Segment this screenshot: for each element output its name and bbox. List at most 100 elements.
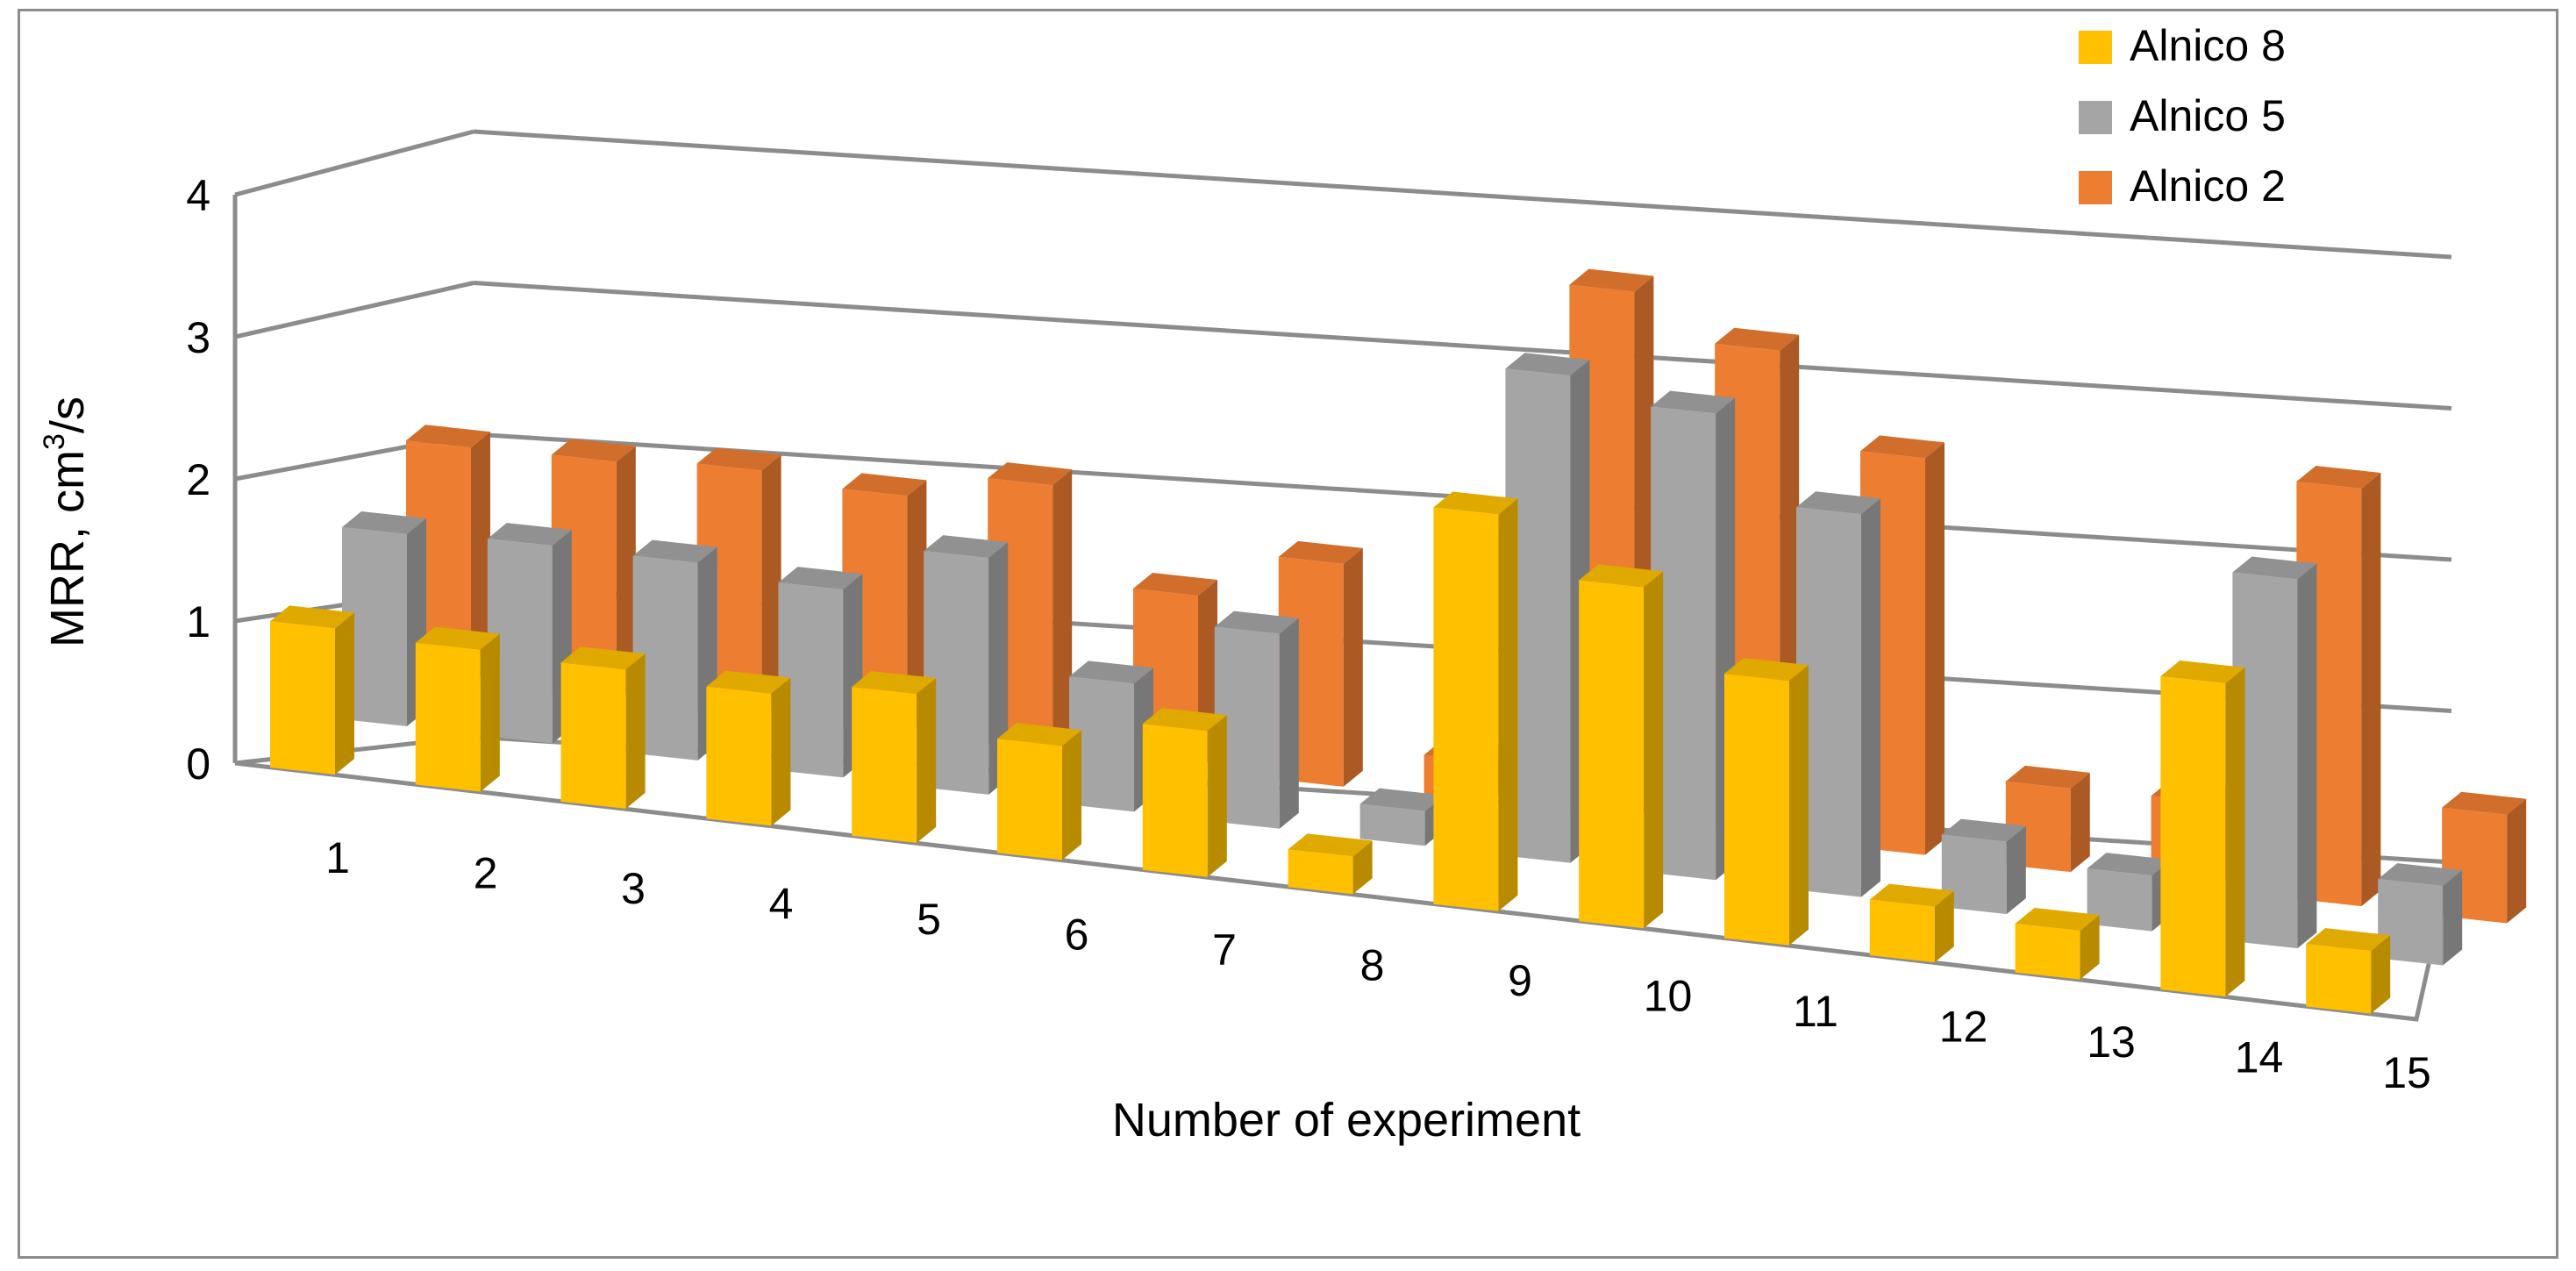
bar-top-face bbox=[2232, 556, 2317, 580]
bar-alnico-5-3 bbox=[632, 539, 717, 760]
bar-top-face bbox=[1724, 658, 1809, 682]
bar-side-face bbox=[1062, 730, 1081, 860]
bar-alnico-5-14 bbox=[2232, 556, 2317, 949]
legend-swatch-alnico-5 bbox=[2079, 101, 2112, 134]
bar-front-face bbox=[1796, 507, 1861, 897]
bar-top-face bbox=[1860, 435, 1944, 459]
legend-label: Alnico 8 bbox=[2130, 21, 2286, 70]
bar-front-face bbox=[1941, 834, 2007, 915]
bar-front-face bbox=[632, 555, 698, 760]
bar-top-face bbox=[1214, 611, 1299, 634]
bar-top-face bbox=[270, 605, 354, 629]
bar-front-face bbox=[924, 551, 989, 795]
bar-top-face bbox=[1869, 883, 1954, 907]
gridline-side-3 bbox=[234, 281, 475, 339]
bar-alnico-5-1 bbox=[342, 511, 426, 726]
bar-alnico-8-2 bbox=[415, 626, 500, 792]
bar-side-face bbox=[2080, 915, 2100, 980]
x-tick-label: 14 bbox=[2235, 1033, 2284, 1082]
bar-top-face bbox=[2296, 465, 2381, 489]
bar-front-face bbox=[1869, 899, 1935, 963]
bar-side-face bbox=[771, 677, 791, 826]
bar-alnico-5-6 bbox=[1069, 660, 1153, 812]
bar-top-face bbox=[706, 670, 791, 694]
bar-alnico-8-1 bbox=[270, 605, 354, 775]
bar-top-face bbox=[551, 439, 636, 462]
legend-swatch-alnico-8 bbox=[2079, 31, 2112, 64]
x-tick-label: 3 bbox=[621, 864, 646, 913]
bar-alnico-5-2 bbox=[487, 523, 572, 744]
bar-alnico-8-12 bbox=[1869, 883, 1954, 963]
bar-top-face bbox=[1278, 540, 1363, 564]
bar-front-face bbox=[342, 526, 407, 726]
bar-alnico-5-8 bbox=[1359, 788, 1445, 846]
y-tick-label: 1 bbox=[186, 597, 211, 646]
bar-top-face bbox=[1069, 660, 1153, 684]
x-tick-label: 8 bbox=[1360, 941, 1385, 990]
bar-side-face bbox=[988, 542, 1009, 795]
bar-alnico-5-4 bbox=[778, 567, 863, 778]
bar-front-face bbox=[487, 539, 553, 744]
bar-top-face bbox=[406, 425, 490, 448]
bar-front-face bbox=[1724, 674, 1789, 946]
bar-side-face bbox=[480, 633, 500, 792]
bar-side-face bbox=[1861, 498, 1880, 897]
bar-front-face bbox=[1142, 724, 1208, 877]
bar-front-face bbox=[1651, 406, 1716, 881]
bar-front-face bbox=[2015, 924, 2080, 980]
bar-side-face bbox=[2361, 472, 2381, 907]
x-tick-label: 10 bbox=[1644, 972, 1693, 1021]
gridline-back-3 bbox=[473, 281, 2452, 411]
x-tick-label: 5 bbox=[917, 895, 941, 944]
bar-side-face bbox=[1343, 547, 1363, 787]
bar-alnico-5-11 bbox=[1796, 491, 1880, 897]
bar-front-face bbox=[706, 686, 772, 826]
bar-top-face bbox=[997, 723, 1081, 746]
y-tick-label: 2 bbox=[186, 455, 211, 504]
bar-side-face bbox=[907, 480, 927, 736]
bar-side-face bbox=[1207, 715, 1227, 877]
bar-top-face bbox=[2306, 928, 2391, 952]
y-axis-title-main: MRR, cm bbox=[41, 450, 94, 647]
bar-alnico-5-5 bbox=[924, 535, 1009, 795]
bar-side-face bbox=[2297, 563, 2317, 949]
bar-top-face bbox=[1359, 788, 1445, 811]
bar-alnico-5-13 bbox=[2087, 853, 2172, 932]
bar-side-face bbox=[335, 612, 354, 775]
y-axis-title-unit: /s bbox=[41, 396, 94, 433]
x-axis: 1 2 3 4 5 6 7 8 9 10 11 12 13 14 15 bbox=[325, 833, 2431, 1097]
bar-alnico-8-5 bbox=[852, 671, 937, 843]
bar-front-face bbox=[270, 621, 335, 775]
bar-alnico-8-11 bbox=[1724, 658, 1809, 946]
bar-alnico-8-4 bbox=[706, 670, 791, 826]
bar-top-face bbox=[1569, 268, 1654, 292]
bar-side-face bbox=[471, 432, 490, 684]
bar-top-face bbox=[1433, 491, 1518, 515]
bar-top-face bbox=[1941, 818, 2026, 842]
bar-side-face bbox=[2006, 825, 2026, 915]
bar-top-face bbox=[632, 539, 717, 563]
bar-top-face bbox=[560, 646, 646, 670]
bar-side-face bbox=[1279, 618, 1299, 829]
y-axis-title: MRR, cm3/s bbox=[38, 396, 94, 647]
bar-top-face bbox=[2378, 863, 2463, 887]
bar-side-face bbox=[1934, 890, 1954, 963]
x-tick-label: 15 bbox=[2382, 1048, 2431, 1097]
bar-side-face bbox=[1925, 442, 1944, 855]
x-axis-title: Number of experiment bbox=[1112, 1094, 1581, 1146]
bar-alnico-8-15 bbox=[2306, 928, 2391, 1014]
bar-front-face bbox=[2306, 944, 2372, 1014]
bar-top-face bbox=[696, 447, 781, 471]
bar-top-face bbox=[1796, 491, 1880, 515]
x-tick-label: 6 bbox=[1065, 910, 1089, 960]
bar-front-face bbox=[2232, 572, 2298, 949]
bar-alnico-8-13 bbox=[2015, 908, 2100, 980]
bars-layer bbox=[270, 268, 2527, 1014]
x-tick-label: 2 bbox=[474, 849, 498, 898]
gridline-side-4 bbox=[234, 129, 475, 197]
bar-side-face bbox=[1644, 571, 1664, 929]
bar-top-face bbox=[842, 473, 927, 496]
bar-front-face bbox=[2378, 879, 2444, 966]
bar-side-face bbox=[761, 454, 781, 718]
